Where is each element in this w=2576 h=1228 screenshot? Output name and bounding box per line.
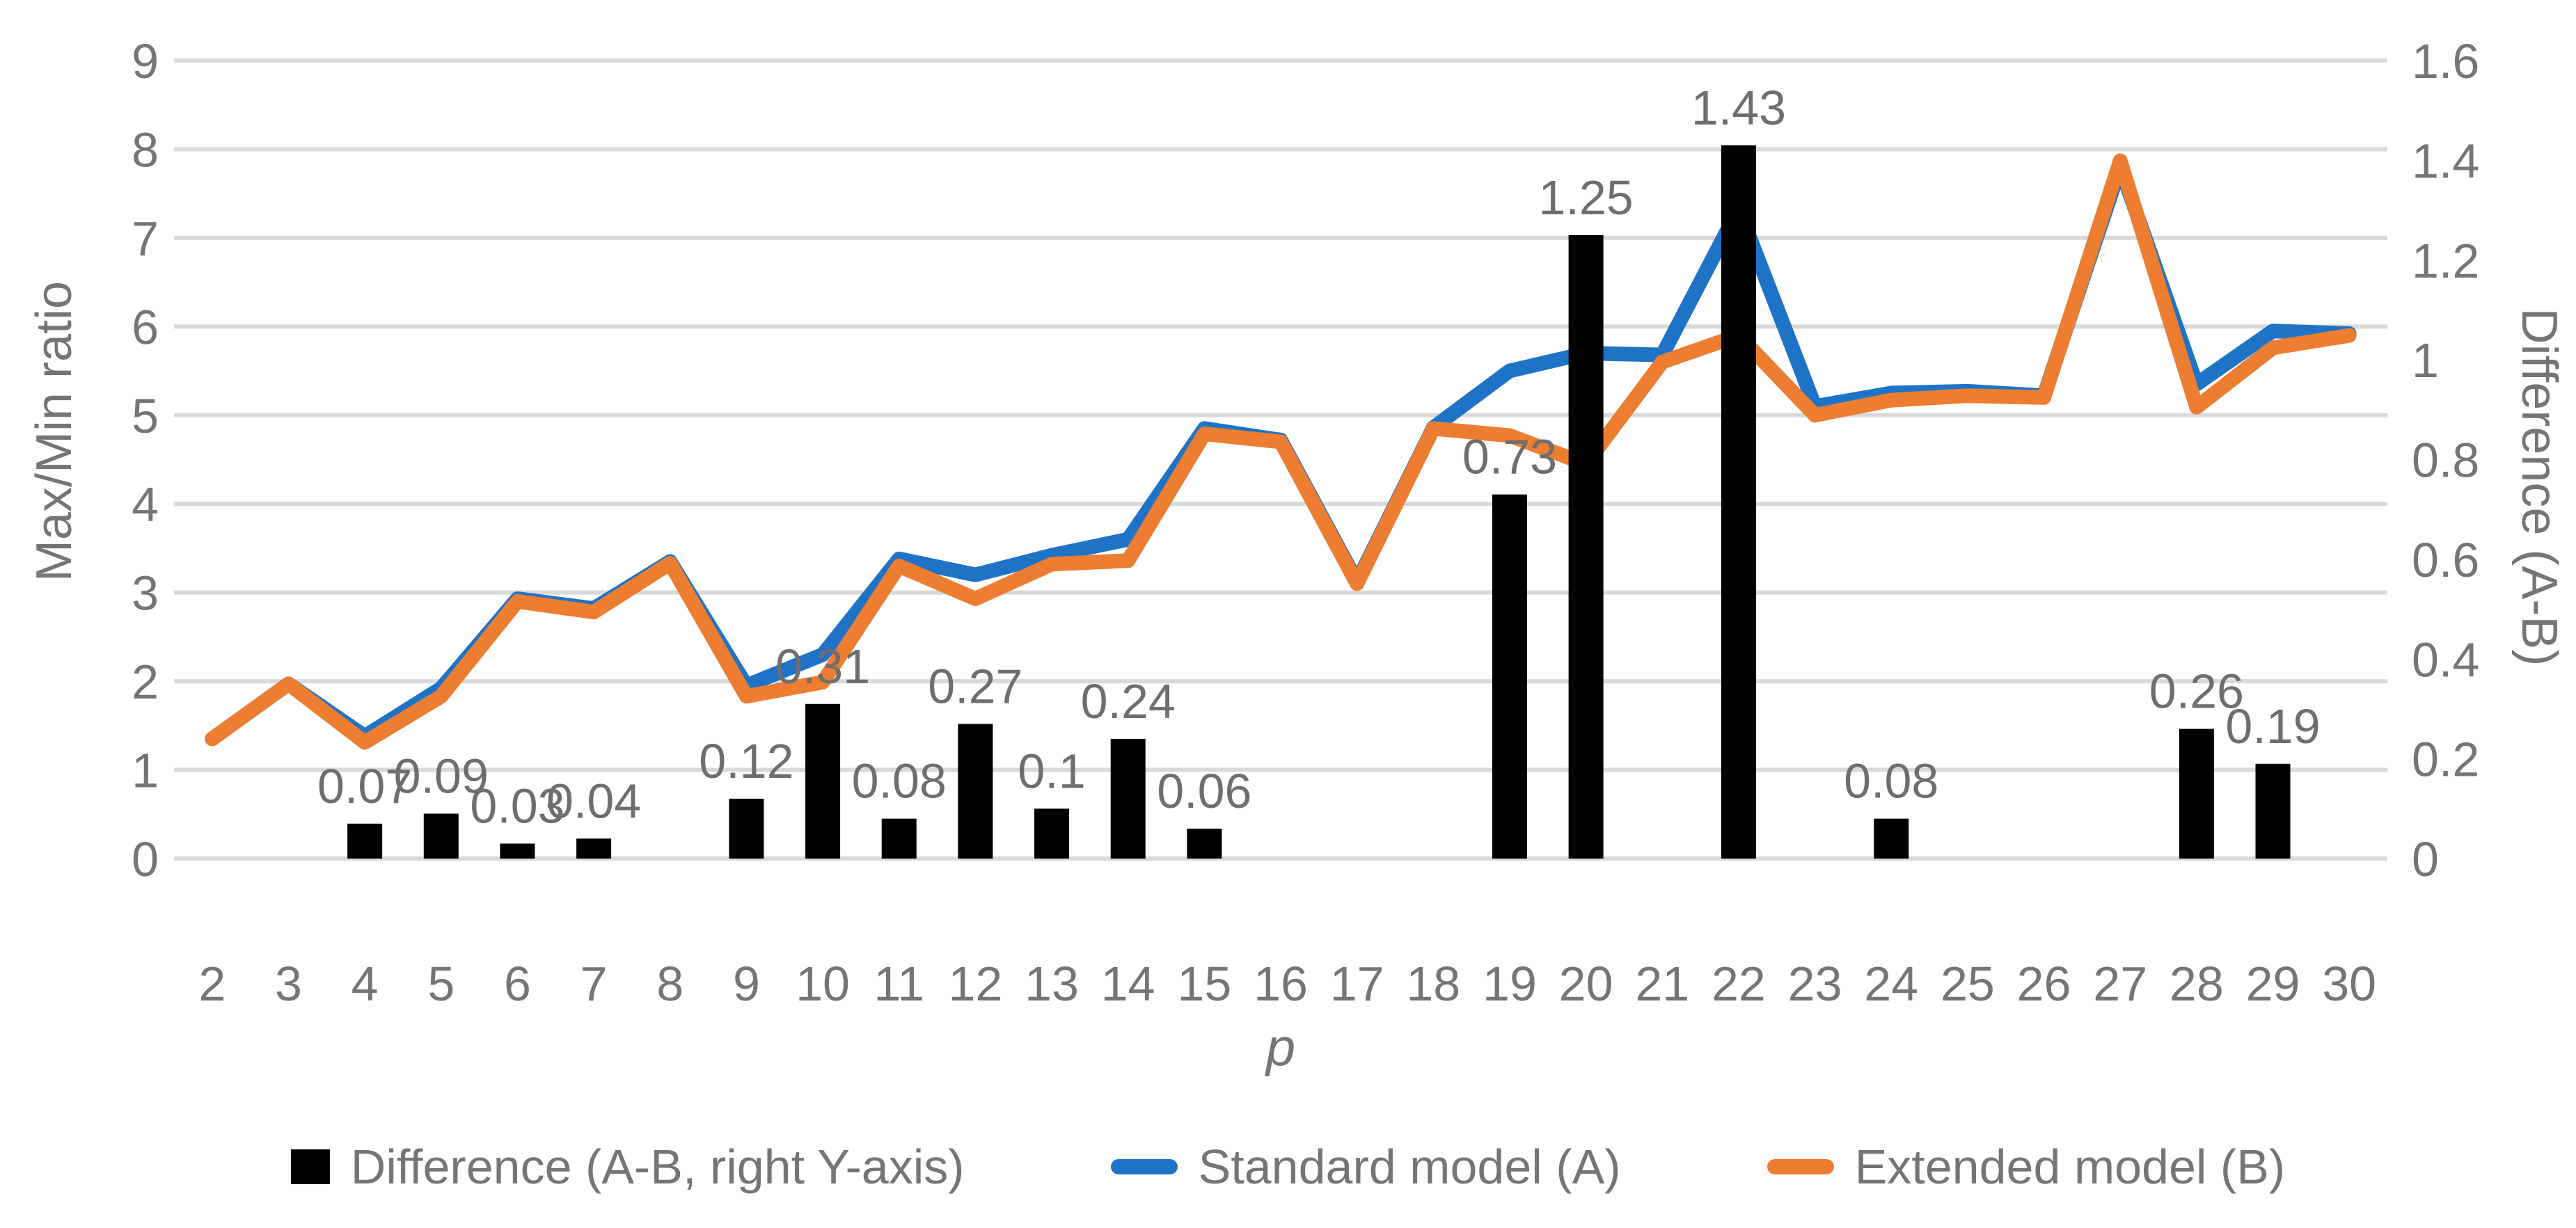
x-tick-label: 15 xyxy=(1177,957,1231,1011)
x-tick-label: 29 xyxy=(2246,957,2300,1011)
x-tick-label: 20 xyxy=(1559,957,1613,1011)
legend-label: Extended model (B) xyxy=(1854,1140,2286,1194)
difference-bar xyxy=(1568,234,1604,859)
bar-value-label: 0.26 xyxy=(2149,664,2244,719)
bar-value-label: 0.73 xyxy=(1462,430,1557,484)
difference-bar xyxy=(347,823,383,859)
x-tick-label: 11 xyxy=(874,957,924,1011)
left-y-tick-label: 2 xyxy=(132,655,159,709)
difference-bar xyxy=(805,703,841,859)
bar-value-label: 0.09 xyxy=(394,749,489,803)
difference-bar xyxy=(881,818,917,859)
x-tick-label: 17 xyxy=(1330,957,1384,1011)
legend-label: Standard model (A) xyxy=(1198,1140,1621,1194)
left-y-tick-label: 5 xyxy=(132,389,159,443)
x-tick-label: 30 xyxy=(2322,957,2376,1011)
legend-label: Difference (A-B, right Y-axis) xyxy=(350,1140,965,1194)
x-tick-label: 26 xyxy=(2017,957,2071,1011)
bar-value-label: 0.04 xyxy=(546,774,641,828)
bar-value-label: 0.03 xyxy=(470,779,564,833)
line-series-swatch-icon-orange xyxy=(1767,1159,1834,1174)
left-y-tick-label: 1 xyxy=(132,744,159,798)
x-tick-label: 9 xyxy=(733,957,760,1011)
bar-value-label: 0.24 xyxy=(1081,674,1176,728)
difference-bar xyxy=(423,813,459,859)
right-y-tick-label: 1.6 xyxy=(2412,34,2479,88)
difference-bar xyxy=(1034,808,1070,859)
x-tick-label: 24 xyxy=(1864,957,1918,1011)
bar-value-label: 0.06 xyxy=(1157,764,1251,818)
bar-value-label: 0.1 xyxy=(1018,744,1085,798)
x-tick-label: 12 xyxy=(948,957,1002,1011)
difference-bar xyxy=(1874,818,1909,859)
difference-bar xyxy=(2255,763,2291,859)
x-tick-label: 27 xyxy=(2093,957,2147,1011)
right-y-tick-label: 1.4 xyxy=(2412,134,2479,188)
difference-bar xyxy=(500,843,535,859)
x-tick-label: 25 xyxy=(1941,957,1995,1011)
bar-series-swatch-icon xyxy=(290,1149,330,1184)
difference-bar xyxy=(1110,738,1146,859)
extended-model-line xyxy=(205,153,2357,750)
difference-bar xyxy=(1492,494,1527,859)
left-y-axis-title: Max/Min ratio xyxy=(26,280,82,582)
x-tick-label: 4 xyxy=(351,957,379,1011)
x-tick-label: 2 xyxy=(198,957,226,1011)
legend-item-standard-model: Standard model (A) xyxy=(1110,1140,1621,1194)
bar-value-label: 0.08 xyxy=(852,754,947,808)
left-y-tick-label: 9 xyxy=(132,34,159,88)
left-y-tick-label: 3 xyxy=(132,566,159,621)
left-y-tick-label: 8 xyxy=(132,122,159,177)
x-tick-label: 23 xyxy=(1788,957,1842,1011)
bar-value-label: 1.43 xyxy=(1691,81,1786,135)
x-tick-label: 10 xyxy=(796,957,850,1011)
difference-bar xyxy=(576,838,612,859)
difference-bar xyxy=(1187,828,1222,859)
legend-item-difference: Difference (A-B, right Y-axis) xyxy=(290,1140,965,1194)
x-axis-title: p xyxy=(1265,1018,1296,1077)
difference-bar xyxy=(2179,728,2214,859)
left-y-tick-label: 7 xyxy=(132,212,159,266)
difference-bar xyxy=(958,724,993,859)
x-tick-label: 21 xyxy=(1635,957,1689,1011)
line-series-swatch-icon-blue xyxy=(1110,1159,1178,1174)
left-y-tick-label: 4 xyxy=(132,477,159,532)
right-y-tick-label: 0.2 xyxy=(2412,733,2479,787)
x-tick-label: 22 xyxy=(1712,957,1766,1011)
right-y-tick-label: 1.2 xyxy=(2412,234,2479,288)
x-tick-label: 28 xyxy=(2170,957,2224,1011)
bar-value-label: 0.07 xyxy=(317,759,412,813)
x-tick-label: 7 xyxy=(580,957,608,1011)
difference-bar xyxy=(1721,145,1756,859)
x-tick-label: 5 xyxy=(427,957,455,1011)
right-y-axis-title: Difference (A-B) xyxy=(2511,308,2567,667)
right-y-tick-label: 0 xyxy=(2412,832,2439,886)
legend: Difference (A-B, right Y-axis) Standard … xyxy=(0,1129,2576,1205)
bar-value-label: 0.08 xyxy=(1844,754,1938,808)
x-tick-label: 3 xyxy=(275,957,302,1011)
bar-value-label: 1.25 xyxy=(1538,170,1633,225)
left-y-tick-label: 6 xyxy=(132,300,159,354)
left-y-tick-label: 0 xyxy=(132,832,159,886)
bar-value-label: 0.19 xyxy=(2225,699,2320,753)
bar-value-label: 0.31 xyxy=(775,639,870,694)
legend-item-extended-model: Extended model (B) xyxy=(1767,1140,2286,1194)
bar-value-label: 0.27 xyxy=(928,659,1022,713)
x-tick-label: 8 xyxy=(656,957,683,1011)
difference-bar xyxy=(729,798,764,859)
x-tick-label: 14 xyxy=(1101,957,1155,1011)
x-tick-label: 19 xyxy=(1483,957,1537,1011)
right-y-tick-label: 1 xyxy=(2412,333,2439,388)
right-y-tick-label: 0.8 xyxy=(2412,433,2479,488)
x-tick-label: 16 xyxy=(1254,957,1308,1011)
x-tick-label: 13 xyxy=(1025,957,1079,1011)
bar-value-label: 0.12 xyxy=(699,734,793,788)
x-tick-label: 6 xyxy=(504,957,531,1011)
right-y-tick-label: 0.6 xyxy=(2412,533,2479,587)
x-tick-label: 18 xyxy=(1406,957,1460,1011)
right-y-tick-label: 0.4 xyxy=(2412,632,2479,687)
